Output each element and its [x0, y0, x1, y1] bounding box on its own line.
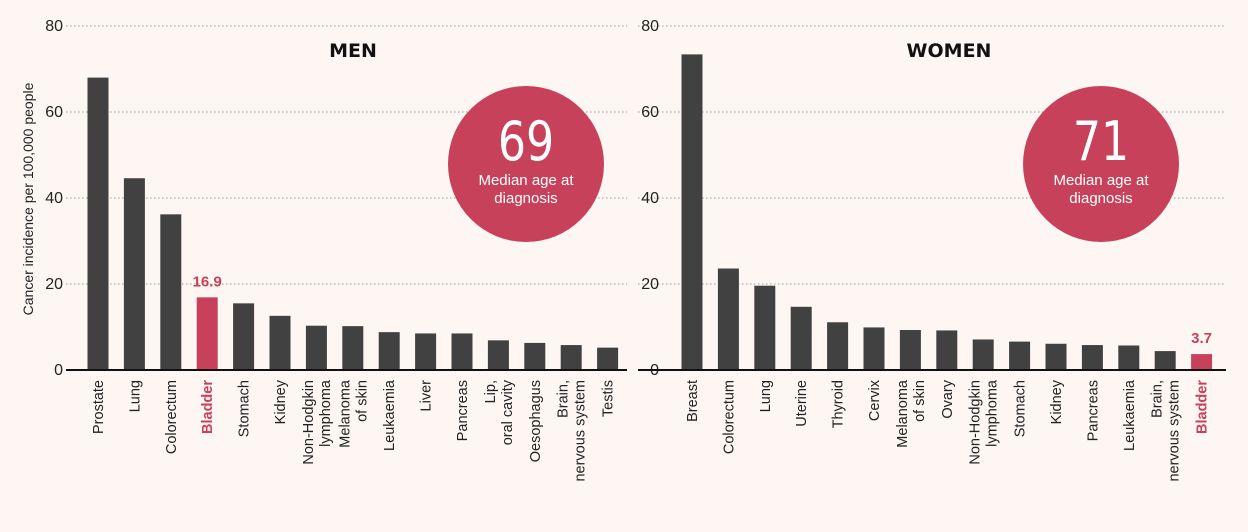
category-label: Stomach — [1013, 380, 1029, 437]
category-label: Colorectum — [721, 380, 737, 454]
chart-women: 020406080WOMEN71Median age atdiagnosisBr… — [638, 18, 1226, 482]
bar-value-label: 3.7 — [1191, 330, 1212, 347]
bar-pancreas — [1081, 345, 1103, 370]
category-label: Kidney — [1049, 379, 1065, 424]
category-label: Non-Hodgkinlymphoma — [301, 379, 334, 465]
bar-liver — [415, 333, 437, 370]
category-label: Brain,nervous system — [1150, 380, 1183, 482]
category-label: Lung — [127, 380, 143, 412]
bar-thyroid — [827, 322, 849, 370]
category-label: Stomach — [237, 380, 253, 437]
bar-colorectum — [717, 268, 739, 370]
median-age-circle — [448, 86, 604, 242]
bar-leukaemia — [1118, 345, 1140, 370]
bar-lung — [754, 285, 776, 370]
bar-brain-nervous-system — [1154, 351, 1176, 370]
category-label: Non-Hodgkinlymphoma — [968, 379, 1001, 465]
y-tick-label: 80 — [45, 18, 63, 35]
category-label: Pancreas — [1085, 380, 1101, 441]
y-tick-label: 40 — [641, 190, 659, 207]
chart-title: WOMEN — [907, 40, 992, 62]
bar-melanoma-of-skin — [899, 330, 921, 370]
category-label: Liver — [419, 380, 435, 412]
median-age-caption: Median age at — [1053, 172, 1149, 189]
bar-lip-oral-cavity — [487, 340, 509, 370]
category-label: Colorectum — [164, 380, 180, 454]
median-age-circle — [1023, 86, 1179, 242]
category-label: Ovary — [940, 379, 956, 418]
bar-prostate — [87, 77, 109, 370]
category-label: Bladder — [1195, 380, 1211, 434]
median-age-caption: diagnosis — [1069, 190, 1132, 207]
bar-kidney — [1045, 343, 1067, 370]
category-label: Breast — [685, 380, 701, 422]
median-age-value: 71 — [1073, 110, 1129, 173]
bar-lung — [123, 178, 145, 370]
bar-testis — [597, 347, 619, 370]
bar-colorectum — [160, 214, 182, 370]
bar-stomach — [233, 303, 255, 370]
chart-men: 0 20 40 60 80 Cancer incidence per 100,000 pe… — [20, 18, 627, 482]
chart-title: MEN — [329, 40, 377, 62]
category-label: Prostate — [91, 380, 107, 434]
bar-bladder — [1191, 354, 1213, 370]
y-tick-label: 60 — [45, 104, 63, 121]
y-tick-label: 0 — [54, 362, 63, 379]
bar-oesophagus — [524, 342, 546, 370]
bar-bladder — [196, 297, 218, 370]
category-label: Oesophagus — [528, 380, 544, 462]
y-tick-label: 40 — [45, 190, 63, 207]
y-tick-label: 60 — [641, 104, 659, 121]
y-tick-label: 20 — [641, 276, 659, 293]
bar-value-label: 16.9 — [193, 273, 222, 290]
median-age-caption: diagnosis — [494, 190, 557, 207]
category-label: Leukaemia — [382, 379, 398, 451]
category-label: Brain,nervous system — [556, 380, 589, 482]
category-label: Thyroid — [831, 380, 847, 428]
bar-melanoma-of-skin — [342, 326, 364, 370]
bar-breast — [681, 54, 703, 370]
category-label: Leukaemia — [1122, 379, 1138, 451]
category-label: Testis — [601, 380, 617, 417]
category-label: Lung — [758, 380, 774, 412]
category-label: Lip,oral cavity — [483, 379, 516, 445]
y-tick-label: 20 — [45, 276, 63, 293]
bar-kidney — [269, 315, 291, 370]
y-tick-label: 80 — [641, 18, 659, 35]
category-label: Melanomaof skin — [895, 379, 928, 448]
category-label: Pancreas — [455, 380, 471, 441]
bar-leukaemia — [378, 332, 400, 370]
category-label: Bladder — [200, 380, 216, 434]
bar-cervix — [863, 327, 885, 370]
bar-stomach — [1009, 341, 1031, 370]
bar-non-hodgkin-lymphoma — [972, 339, 994, 370]
bar-ovary — [936, 330, 958, 370]
median-age-value: 69 — [498, 110, 554, 173]
bar-brain-nervous-system — [560, 345, 582, 370]
y-axis-label: Cancer incidence per 100,000 people — [20, 82, 36, 315]
category-label: Kidney — [273, 379, 289, 424]
bar-non-hodgkin-lymphoma — [305, 325, 327, 370]
category-label: Uterine — [794, 380, 810, 427]
bar-uterine — [790, 306, 812, 370]
bar-pancreas — [451, 333, 473, 370]
category-label: Melanomaof skin — [337, 379, 370, 448]
median-age-caption: Median age at — [478, 172, 574, 189]
category-label: Cervix — [867, 379, 883, 421]
